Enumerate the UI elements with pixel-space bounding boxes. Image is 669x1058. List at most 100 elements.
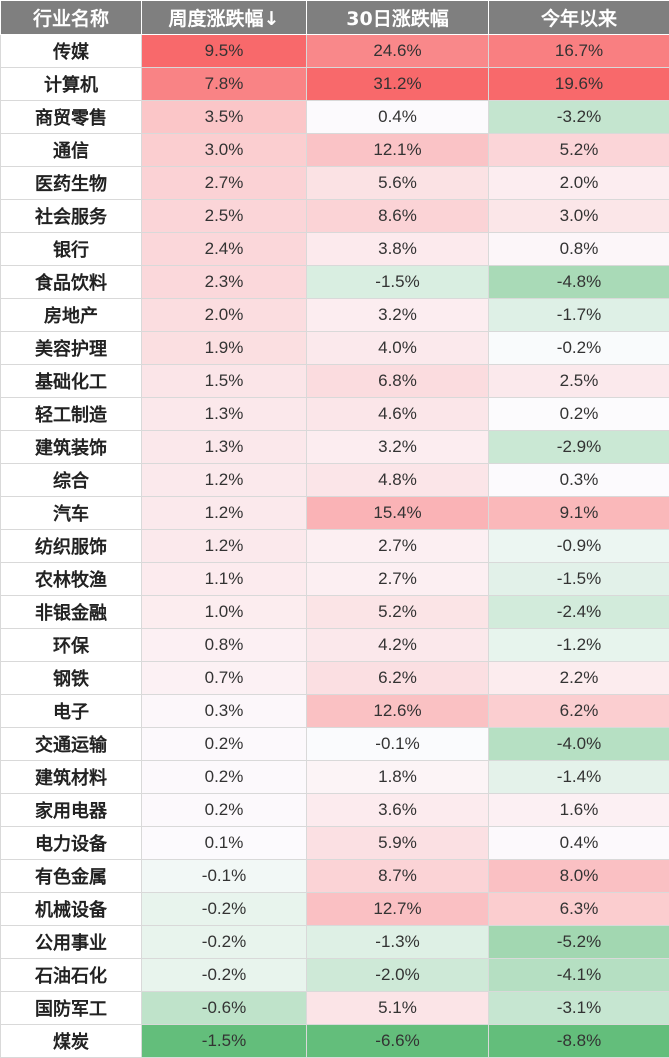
30-day-change-cell: 5.9%: [307, 827, 489, 860]
30-day-change-cell: 3.6%: [307, 794, 489, 827]
table-row: 公用事业-0.2%-1.3%-5.2%: [1, 926, 669, 959]
30-day-change-cell: -0.1%: [307, 728, 489, 761]
industry-name-cell: 石油石化: [1, 959, 142, 992]
30-day-change-cell: 12.1%: [307, 134, 489, 167]
ytd-change-cell: -5.2%: [489, 926, 669, 959]
30-day-change-cell: 1.8%: [307, 761, 489, 794]
industry-name-cell: 国防军工: [1, 992, 142, 1025]
weekly-change-cell: -1.5%: [142, 1025, 307, 1058]
header-industry-name[interactable]: 行业名称: [1, 1, 142, 35]
30-day-change-cell: 4.8%: [307, 464, 489, 497]
30-day-change-cell: 3.2%: [307, 299, 489, 332]
ytd-change-cell: 0.4%: [489, 827, 669, 860]
30-day-change-cell: -1.5%: [307, 266, 489, 299]
ytd-change-cell: 2.0%: [489, 167, 669, 200]
table-row: 煤炭-1.5%-6.6%-8.8%: [1, 1025, 669, 1058]
30-day-change-cell: 4.2%: [307, 629, 489, 662]
weekly-change-cell: 0.2%: [142, 728, 307, 761]
30-day-change-cell: 8.7%: [307, 860, 489, 893]
30-day-change-cell: 2.7%: [307, 530, 489, 563]
ytd-change-cell: 19.6%: [489, 68, 669, 101]
ytd-change-cell: -2.4%: [489, 596, 669, 629]
industry-name-cell: 钢铁: [1, 662, 142, 695]
weekly-change-cell: -0.2%: [142, 893, 307, 926]
weekly-change-cell: 1.9%: [142, 332, 307, 365]
ytd-change-cell: 16.7%: [489, 35, 669, 68]
header-ytd-change[interactable]: 今年以来: [489, 1, 669, 35]
header-30-day-change[interactable]: 30日涨跌幅: [307, 1, 489, 35]
30-day-change-cell: 5.6%: [307, 167, 489, 200]
ytd-change-cell: 6.3%: [489, 893, 669, 926]
weekly-change-cell: 3.0%: [142, 134, 307, 167]
ytd-change-cell: -1.5%: [489, 563, 669, 596]
ytd-change-cell: -0.2%: [489, 332, 669, 365]
ytd-change-cell: 5.2%: [489, 134, 669, 167]
ytd-change-cell: 1.6%: [489, 794, 669, 827]
industry-name-cell: 社会服务: [1, 200, 142, 233]
ytd-change-cell: 6.2%: [489, 695, 669, 728]
industry-name-cell: 交通运输: [1, 728, 142, 761]
weekly-change-cell: -0.2%: [142, 926, 307, 959]
header-weekly-change[interactable]: 周度涨跌幅↓: [142, 1, 307, 35]
weekly-change-cell: 1.2%: [142, 497, 307, 530]
industry-name-cell: 建筑装饰: [1, 431, 142, 464]
industry-name-cell: 农林牧渔: [1, 563, 142, 596]
industry-name-cell: 汽车: [1, 497, 142, 530]
weekly-change-cell: 1.1%: [142, 563, 307, 596]
industry-name-cell: 医药生物: [1, 167, 142, 200]
30-day-change-cell: 12.7%: [307, 893, 489, 926]
30-day-change-cell: 2.7%: [307, 563, 489, 596]
industry-name-cell: 通信: [1, 134, 142, 167]
weekly-change-cell: 9.5%: [142, 35, 307, 68]
ytd-change-cell: 2.5%: [489, 365, 669, 398]
weekly-change-cell: 0.2%: [142, 761, 307, 794]
30-day-change-cell: 15.4%: [307, 497, 489, 530]
weekly-change-cell: -0.6%: [142, 992, 307, 1025]
30-day-change-cell: 4.0%: [307, 332, 489, 365]
industry-name-cell: 计算机: [1, 68, 142, 101]
weekly-change-cell: 1.2%: [142, 530, 307, 563]
industry-name-cell: 非银金融: [1, 596, 142, 629]
ytd-change-cell: -4.0%: [489, 728, 669, 761]
industry-name-cell: 食品饮料: [1, 266, 142, 299]
weekly-change-cell: -0.1%: [142, 860, 307, 893]
ytd-change-cell: -1.4%: [489, 761, 669, 794]
weekly-change-cell: 1.2%: [142, 464, 307, 497]
industry-name-cell: 家用电器: [1, 794, 142, 827]
industry-name-cell: 电子: [1, 695, 142, 728]
industry-name-cell: 公用事业: [1, 926, 142, 959]
30-day-change-cell: 8.6%: [307, 200, 489, 233]
industry-name-cell: 综合: [1, 464, 142, 497]
30-day-change-cell: 31.2%: [307, 68, 489, 101]
weekly-change-cell: 7.8%: [142, 68, 307, 101]
ytd-change-cell: -3.1%: [489, 992, 669, 1025]
table-row: 石油石化-0.2%-2.0%-4.1%: [1, 959, 669, 992]
30-day-change-cell: -1.3%: [307, 926, 489, 959]
industry-name-cell: 煤炭: [1, 1025, 142, 1058]
industry-name-cell: 轻工制造: [1, 398, 142, 431]
30-day-change-cell: 5.2%: [307, 596, 489, 629]
weekly-change-cell: 2.3%: [142, 266, 307, 299]
table-row: 有色金属-0.1%8.7%8.0%: [1, 860, 669, 893]
table-row: 国防军工-0.6%5.1%-3.1%: [1, 992, 669, 1025]
30-day-change-cell: 4.6%: [307, 398, 489, 431]
ytd-change-cell: -1.7%: [489, 299, 669, 332]
industry-name-cell: 纺织服饰: [1, 530, 142, 563]
weekly-change-cell: 0.1%: [142, 827, 307, 860]
weekly-change-cell: 0.2%: [142, 794, 307, 827]
